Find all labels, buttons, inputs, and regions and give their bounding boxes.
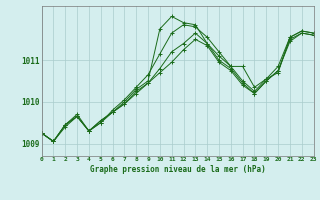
- X-axis label: Graphe pression niveau de la mer (hPa): Graphe pression niveau de la mer (hPa): [90, 165, 266, 174]
